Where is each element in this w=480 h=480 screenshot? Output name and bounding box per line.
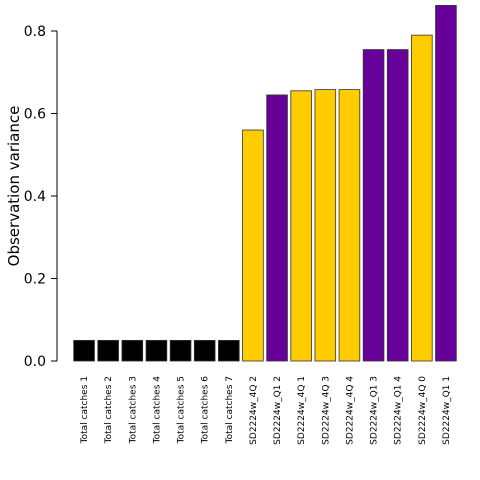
x-tick-label: SD2224w_4Q 2 (249, 376, 259, 445)
x-tick-label: SD2224w_Q1 2 (273, 376, 283, 445)
bar (290, 90, 312, 362)
x-tick-label: Total catches 2 (104, 376, 114, 444)
x-tick-label: SD2224w_4Q 4 (345, 376, 355, 445)
y-axis: 0.0 0.2 0.4 0.6 0.8 (24, 24, 58, 370)
x-tick-label: SD2224w_Q1 3 (370, 376, 380, 445)
y-axis-title: Observation variance (5, 106, 23, 267)
bar (411, 34, 433, 362)
x-tick-label: SD2224w_Q1 4 (394, 376, 404, 445)
bar (386, 49, 409, 362)
bar (314, 89, 337, 362)
x-tick-label: Total catches 6 (201, 376, 211, 445)
x-tick-label: Total catches 5 (177, 376, 187, 444)
bar (242, 129, 264, 362)
x-tick-label: Total catches 1 (80, 376, 90, 444)
bar (121, 339, 144, 362)
y-tick-label: 0.8 (24, 24, 46, 40)
x-tick-label: SD2224w_4Q 3 (321, 376, 331, 445)
x-tick-label: Total catches 7 (225, 376, 235, 444)
bar (266, 94, 288, 362)
y-tick-label: 0.6 (24, 107, 46, 123)
y-tick-label: 0.2 (24, 272, 46, 288)
bar (73, 339, 95, 362)
bar (338, 89, 361, 362)
x-tick-label: Total catches 4 (152, 376, 162, 445)
bar (169, 339, 192, 362)
bar (193, 339, 216, 362)
y-tick-label: 0.4 (24, 189, 46, 205)
bar (435, 5, 457, 362)
x-tick-labels: Total catches 1 Total catches 2 Total catc… (80, 376, 452, 445)
x-tick-label: Total catches 3 (128, 376, 138, 444)
bar (145, 339, 168, 362)
bar (97, 339, 119, 362)
y-tick-label: 0.0 (24, 354, 46, 370)
bar (362, 49, 385, 362)
bar (218, 339, 240, 362)
x-tick-label: SD2224w_4Q 1 (297, 376, 307, 445)
x-tick-label: SD2224w_Q1 1 (442, 376, 452, 445)
x-tick-label: SD2224w_4Q 0 (418, 376, 428, 445)
bars (73, 5, 457, 362)
